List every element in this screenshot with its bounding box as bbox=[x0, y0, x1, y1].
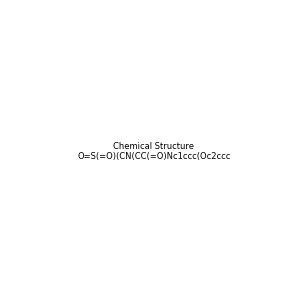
Text: Chemical Structure
O=S(=O)(CN(CC(=O)Nc1ccc(Oc2ccc: Chemical Structure O=S(=O)(CN(CC(=O)Nc1c… bbox=[77, 142, 230, 161]
